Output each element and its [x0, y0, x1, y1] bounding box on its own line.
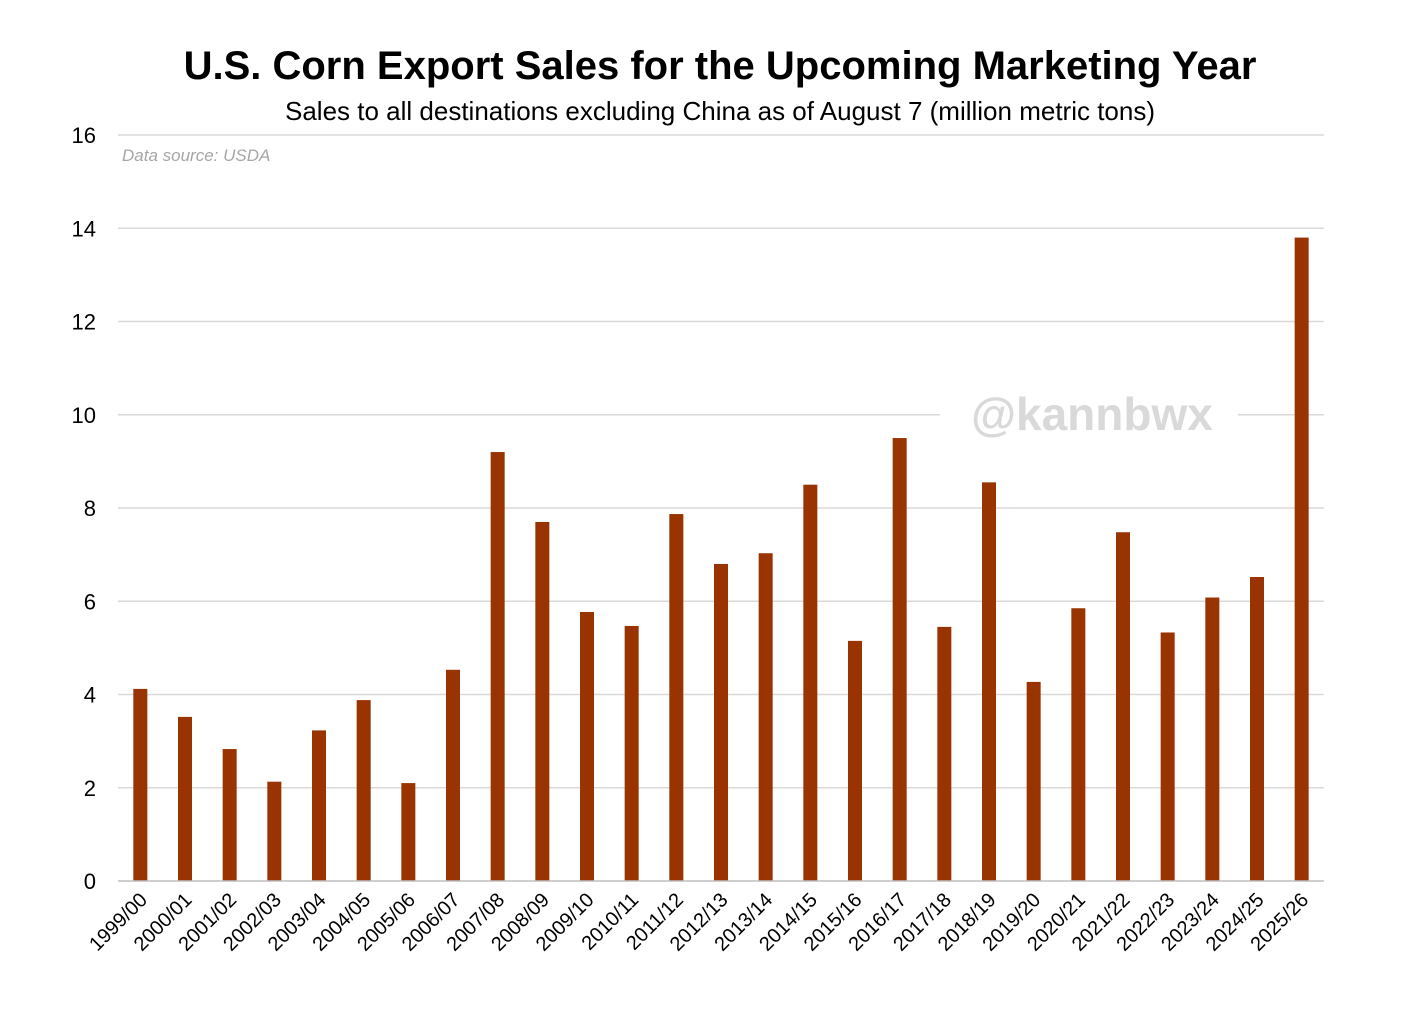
bar-2007-08 — [490, 452, 505, 881]
bar-2013-14 — [758, 553, 773, 881]
bar-2015-16 — [848, 640, 862, 881]
chart-title: U.S. Corn Export Sales for the Upcoming … — [183, 44, 1257, 88]
bar-2012-13 — [714, 563, 728, 881]
watermark-background — [940, 392, 1238, 442]
y-tick-label: 12 — [72, 310, 96, 335]
bar-2009-10 — [580, 611, 594, 881]
watermark: @kannbwx — [971, 388, 1213, 440]
bar-2011-12 — [669, 514, 684, 881]
y-tick-label: 6 — [84, 589, 96, 614]
bar-2020-21 — [1071, 608, 1086, 881]
bar-2025-26 — [1294, 237, 1309, 881]
y-tick-label: 8 — [84, 496, 96, 521]
bar-2002-03 — [267, 781, 282, 881]
bar-2008-09 — [535, 521, 550, 881]
bar-2022-23 — [1160, 632, 1175, 881]
y-tick-label: 16 — [72, 123, 96, 148]
bar-2000-01 — [178, 716, 192, 881]
y-tick-label: 14 — [72, 216, 96, 241]
bar-2004-05 — [356, 700, 371, 881]
bars — [133, 237, 1309, 881]
y-tick-label: 2 — [84, 776, 96, 801]
data-source-note: Data source: USDA — [122, 146, 270, 165]
bar-2024-25 — [1250, 577, 1264, 881]
bar-2019-20 — [1026, 681, 1041, 881]
y-axis-ticks: 0 2 4 6 8 10 12 14 16 — [72, 123, 96, 894]
bar-2016-17 — [892, 438, 907, 881]
bar-2023-24 — [1205, 597, 1220, 881]
chart-subtitle: Sales to all destinations excluding Chin… — [285, 96, 1155, 126]
bar-2021-22 — [1116, 532, 1130, 881]
bar-2006-07 — [446, 669, 460, 881]
bar-2010-11 — [624, 625, 639, 881]
y-tick-label: 10 — [72, 403, 96, 428]
bar-2017-18 — [937, 626, 952, 881]
bar-2014-15 — [803, 484, 818, 881]
x-axis-ticks: 1999/002000/012001/022002/032003/042004/… — [85, 889, 1313, 956]
y-tick-label: 4 — [84, 683, 96, 708]
bar-2005-06 — [401, 783, 416, 881]
bar-1999-00 — [133, 688, 148, 881]
bar-2001-02 — [222, 749, 237, 881]
bar-2003-04 — [312, 730, 326, 881]
bar-2018-19 — [982, 482, 996, 881]
y-tick-label: 0 — [84, 869, 96, 894]
